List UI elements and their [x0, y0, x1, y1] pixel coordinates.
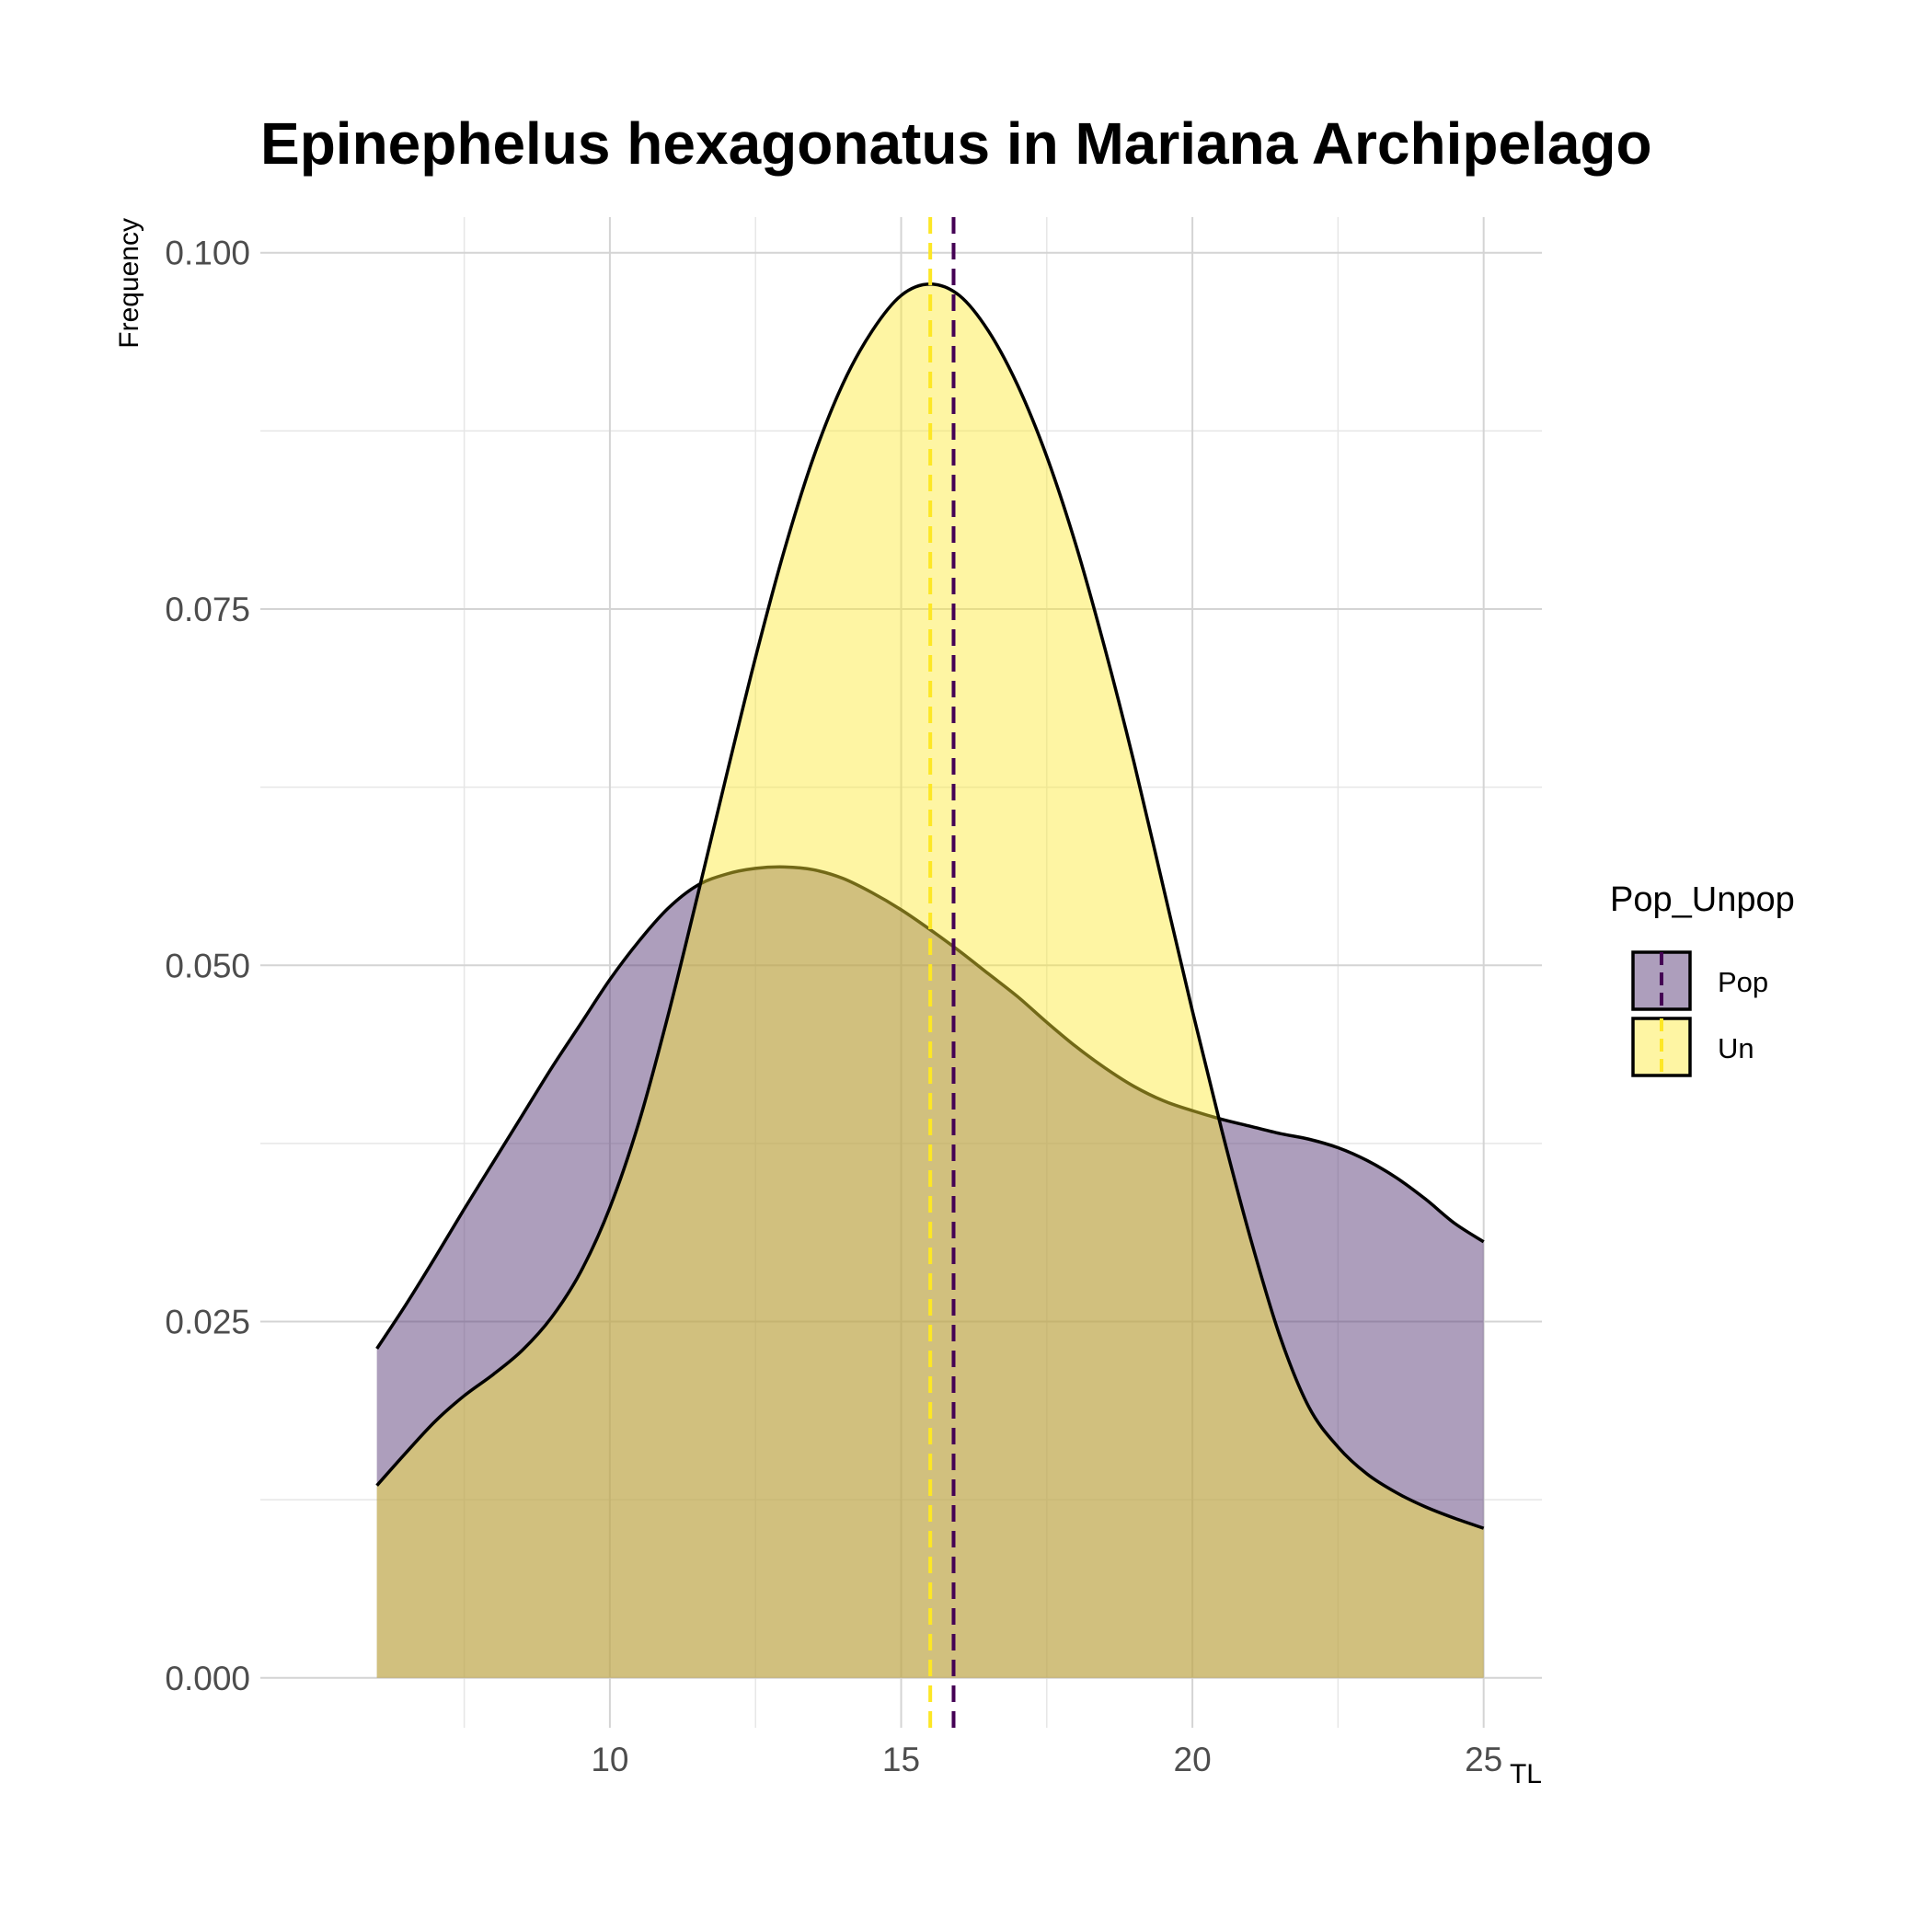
density-areas [375, 282, 1485, 1678]
y-tick-label-4: 0.100 [165, 235, 250, 272]
axes: 10 15 20 25 0.000 0.025 0.050 0.075 0.100 [165, 235, 1502, 1778]
y-axis-title: Frequency [114, 218, 144, 349]
legend-label-pop: Pop [1718, 966, 1768, 998]
legend-item-pop: Pop [1631, 950, 1768, 1011]
mean-lines [928, 217, 956, 1728]
legend-label-un: Un [1718, 1032, 1754, 1064]
legend: Pop_Unpop Pop Un [1610, 880, 1795, 1077]
legend-items: Pop Un [1631, 950, 1768, 1077]
y-tick-label-1: 0.025 [165, 1304, 250, 1341]
y-tick-label-0: 0.000 [165, 1660, 250, 1697]
y-tick-label-3: 0.075 [165, 591, 250, 628]
chart-title: Epinephelus hexagonatus in Mariana Archi… [260, 110, 1652, 177]
x-tick-label-1: 15 [882, 1741, 920, 1778]
x-tick-label-3: 25 [1465, 1741, 1502, 1778]
x-tick-label-2: 20 [1174, 1741, 1212, 1778]
density-area-un [376, 283, 1484, 1678]
y-tick-label-2: 0.050 [165, 947, 250, 984]
density-curve-un [375, 282, 1485, 1530]
density-curve-pop [375, 865, 1485, 1350]
x-tick-label-0: 10 [591, 1741, 628, 1778]
x-axis-title: TL [1510, 1759, 1542, 1789]
legend-title: Pop_Unpop [1610, 880, 1795, 919]
legend-item-un: Un [1631, 1017, 1754, 1077]
